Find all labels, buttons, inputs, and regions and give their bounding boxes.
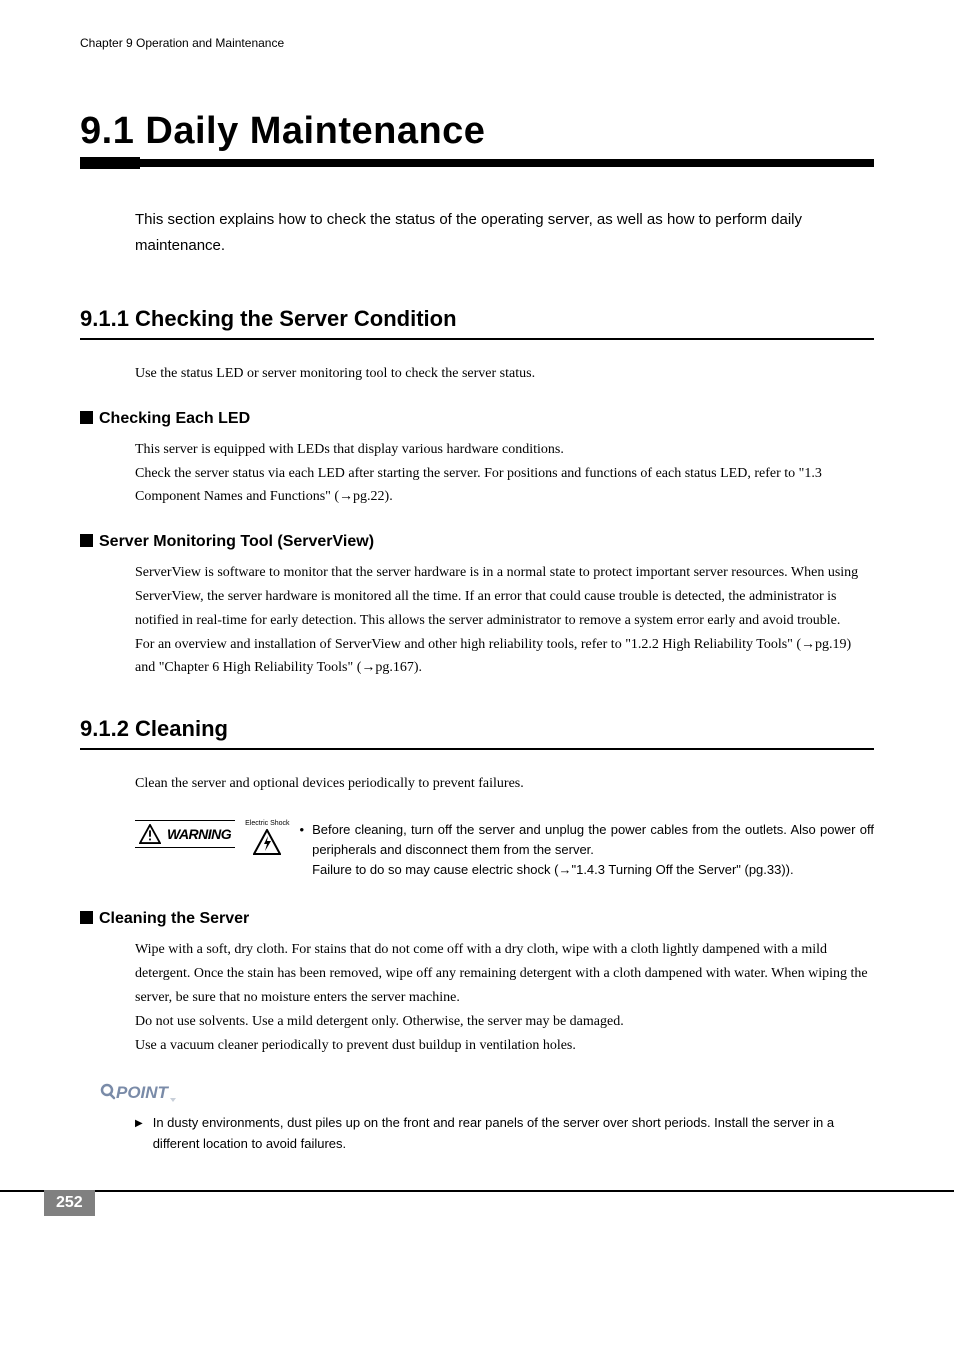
page-footer: 252 — [0, 1190, 954, 1216]
footer-line — [0, 1190, 954, 1192]
section-912-title: 9.1.2 Cleaning — [80, 716, 874, 750]
bullet-dot-icon: • — [300, 820, 305, 880]
sub-heading-led-text: Checking Each LED — [99, 410, 250, 427]
arrow-bullet-icon: ▶ — [135, 1113, 143, 1153]
page-number: 252 — [44, 1190, 95, 1216]
section-911: 9.1.1 Checking the Server Condition Use … — [80, 306, 874, 680]
intro-text: This section explains how to check the s… — [135, 207, 874, 258]
sub-body-cleaning: Wipe with a soft, dry cloth. For stains … — [135, 938, 874, 1057]
sub-heading-serverview: Server Monitoring Tool (ServerView) — [80, 533, 874, 551]
shock-triangle-icon — [253, 829, 281, 855]
warning-label-text: WARNING — [167, 826, 231, 842]
point-label: POINT — [100, 1081, 874, 1103]
main-title-wrap: 9.1 Daily Maintenance — [80, 110, 874, 153]
warning-text-content: Before cleaning, turn off the server and… — [312, 820, 874, 880]
sub-heading-cleaning: Cleaning the Server — [80, 910, 874, 928]
main-title: 9.1 Daily Maintenance — [80, 110, 874, 153]
square-bullet-icon — [80, 411, 93, 424]
point-content: ▶ In dusty environments, dust piles up o… — [135, 1113, 874, 1153]
chapter-header: Chapter 9 Operation and Maintenance — [80, 36, 874, 50]
section-911-intro: Use the status LED or server monitoring … — [135, 362, 874, 386]
warning-label: WARNING — [135, 820, 235, 848]
sub-heading-serverview-text: Server Monitoring Tool (ServerView) — [99, 533, 374, 550]
shock-label: Electric Shock — [245, 820, 289, 827]
section-912-intro: Clean the server and optional devices pe… — [135, 772, 874, 796]
page-content: Chapter 9 Operation and Maintenance 9.1 … — [0, 0, 954, 1154]
sub-heading-led: Checking Each LED — [80, 410, 874, 428]
point-label-text: POINT — [116, 1083, 170, 1102]
section-912: 9.1.2 Cleaning Clean the server and opti… — [80, 716, 874, 1153]
warning-box: WARNING Electric Shock • Before cleaning… — [135, 820, 874, 880]
title-underline — [80, 159, 874, 167]
section-911-title: 9.1.1 Checking the Server Condition — [80, 306, 874, 340]
shock-icon-wrap: Electric Shock — [245, 820, 289, 855]
point-text: In dusty environments, dust piles up on … — [153, 1113, 874, 1153]
sub-body-serverview: ServerView is software to monitor that t… — [135, 561, 874, 680]
warning-triangle-icon — [139, 824, 161, 844]
sub-body-led: This server is equipped with LEDs that d… — [135, 438, 874, 509]
square-bullet-icon — [80, 911, 93, 924]
warning-content: • Before cleaning, turn off the server a… — [300, 820, 874, 880]
square-bullet-icon — [80, 534, 93, 547]
sub-heading-cleaning-text: Cleaning the Server — [99, 910, 249, 927]
